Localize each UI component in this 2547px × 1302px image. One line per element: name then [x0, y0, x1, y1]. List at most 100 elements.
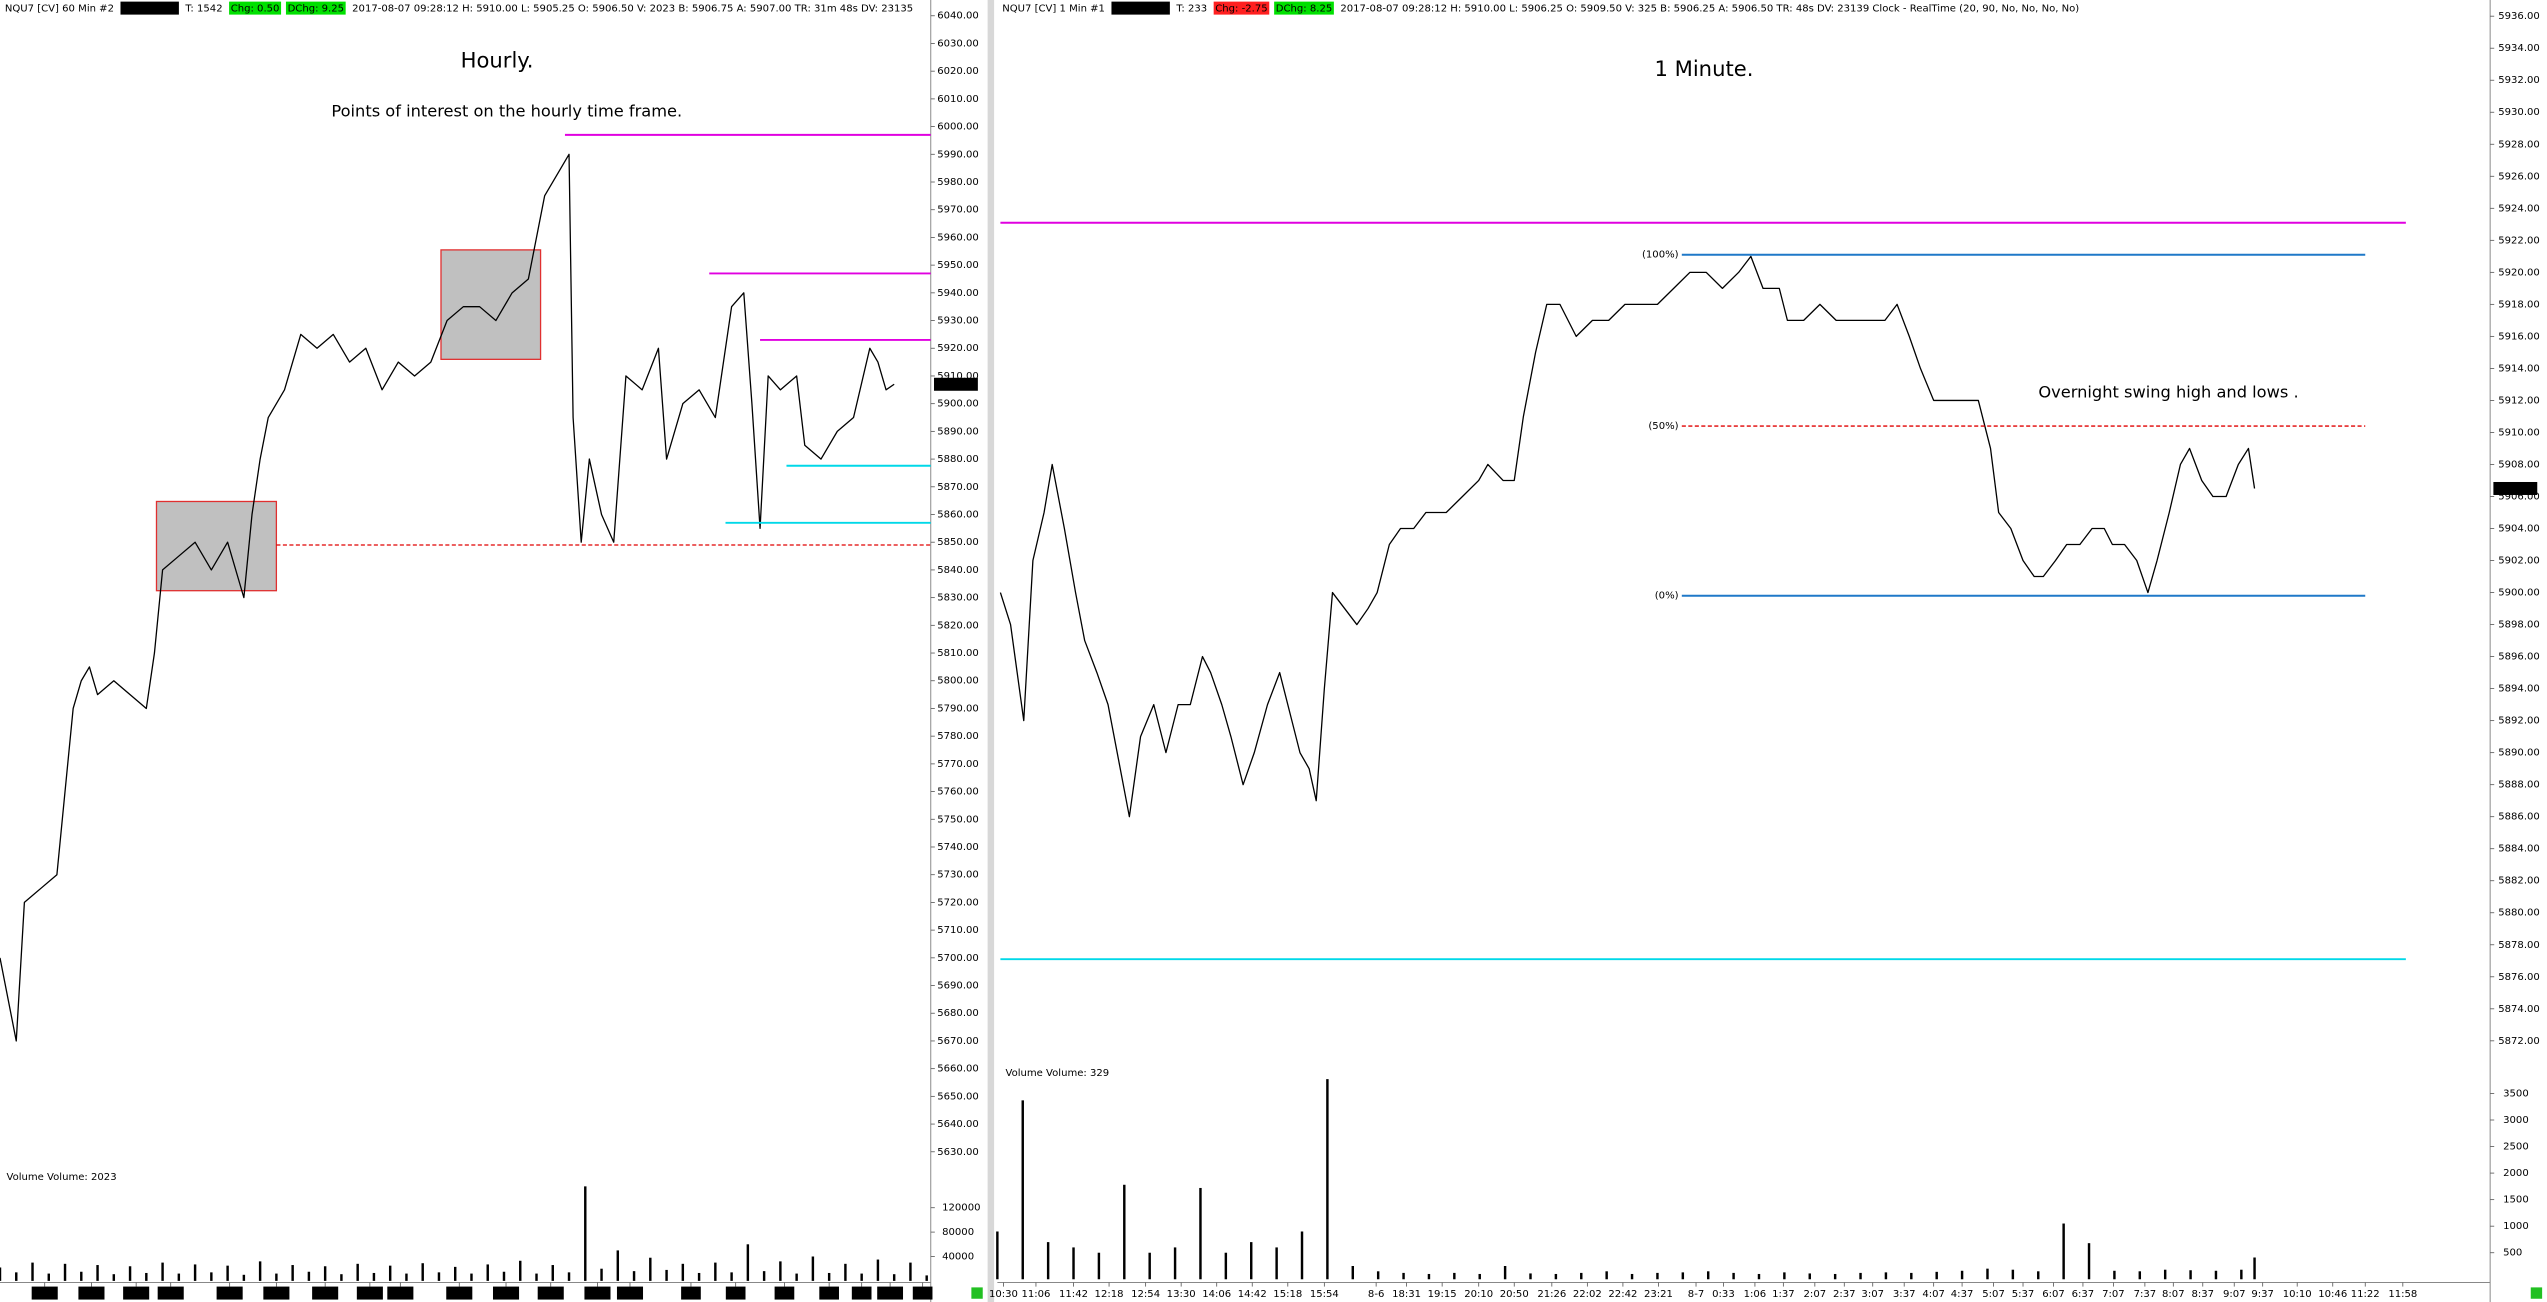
- x-tick-label-box: [356, 1286, 383, 1300]
- header-highlight: [120, 1, 179, 15]
- volume-bar: [876, 1259, 880, 1281]
- last-price-box: [2493, 481, 2538, 495]
- volume-bar: [827, 1272, 831, 1281]
- volume-bar: [15, 1272, 18, 1281]
- volume-bar: [1224, 1252, 1228, 1280]
- y-tick-label: 5922.00: [2498, 235, 2540, 246]
- x-tick-label: 10:10: [2283, 1289, 2312, 1300]
- volume-bar: [210, 1272, 213, 1281]
- volume-bar: [1148, 1252, 1151, 1280]
- y-tick-label: 5934.00: [2498, 43, 2540, 54]
- volume-bar: [1859, 1272, 1862, 1280]
- y-tick-label: 5740.00: [937, 842, 979, 853]
- volume-bar: [1123, 1184, 1126, 1280]
- volume-bar: [567, 1272, 571, 1281]
- volume-bar: [1910, 1272, 1913, 1280]
- volume-bar: [177, 1273, 181, 1281]
- x-tick-label: 8-7: [1688, 1289, 1704, 1300]
- x-tick-label-box: [819, 1286, 839, 1300]
- volume-y-tick-label: 2500: [2503, 1142, 2529, 1153]
- header-highlight: [1111, 1, 1170, 15]
- y-tick-label: 5810.00: [937, 648, 979, 659]
- annotation: Overnight swing high and lows .: [2038, 382, 2298, 401]
- x-tick-label-box: [851, 1286, 872, 1300]
- last-price-box: [934, 377, 978, 391]
- chart-title: Hourly.: [461, 48, 534, 73]
- y-tick-label: 5750.00: [937, 814, 979, 825]
- y-tick-label: 5980.00: [937, 177, 979, 188]
- volume-bar: [1681, 1272, 1685, 1280]
- volume-bar: [307, 1271, 311, 1281]
- y-tick-label: 5680.00: [937, 1008, 979, 1019]
- y-tick-label: 5906.00: [2498, 491, 2540, 502]
- x-tick-label: 18:31: [1392, 1289, 1421, 1300]
- last-price-label: 5907.00: [936, 379, 978, 390]
- y-tick-label: 5970.00: [937, 205, 979, 216]
- volume-bar: [372, 1272, 376, 1281]
- volume-bar: [1783, 1272, 1786, 1280]
- y-tick-label: 5890.00: [937, 426, 979, 437]
- volume-bar: [2253, 1257, 2256, 1280]
- last-price-label: 5906.50: [2495, 483, 2537, 494]
- status-indicator: [2530, 1287, 2543, 1299]
- volume-bar: [421, 1263, 424, 1281]
- volume-bar: [1173, 1247, 1177, 1280]
- y-tick-label: 5950.00: [937, 260, 979, 271]
- x-tick-label: 2:37: [1833, 1289, 1856, 1300]
- volume-bar: [925, 1275, 928, 1281]
- volume-bar: [909, 1262, 912, 1281]
- volume-bar: [1046, 1242, 1050, 1280]
- volume-bar: [242, 1274, 246, 1281]
- x-tick-label: 8:00: [879, 1289, 902, 1300]
- x-tick-label: 7-27: [539, 1289, 562, 1300]
- x-tick-label: 15:54: [1310, 1289, 1339, 1300]
- volume-bar: [665, 1269, 668, 1281]
- x-tick-label: 10:46: [2318, 1289, 2347, 1300]
- x-tick-label-box: [387, 1286, 414, 1300]
- volume-bar: [1478, 1273, 1481, 1280]
- y-tick-label: 5880.00: [2498, 908, 2540, 919]
- x-tick-label: 11:22: [2351, 1289, 2380, 1300]
- volume-bar: [1300, 1231, 1304, 1280]
- volume-bar: [291, 1265, 294, 1281]
- status-indicator: [971, 1287, 983, 1299]
- y-tick-label: 5924.00: [2498, 203, 2540, 214]
- volume-bar: [1326, 1079, 1329, 1280]
- x-tick-label: 8-6: [1368, 1289, 1384, 1300]
- volume-bar: [2214, 1270, 2218, 1280]
- y-tick-label: 5904.00: [2498, 524, 2540, 535]
- volume-y-tick-label: 120000: [942, 1203, 980, 1214]
- x-tick-label: 11:58: [2388, 1289, 2417, 1300]
- volume-bar: [1503, 1265, 1507, 1280]
- y-tick-label: 5894.00: [2498, 684, 2540, 695]
- x-tick-label-box: [31, 1286, 58, 1300]
- x-tick-label-box: [877, 1286, 904, 1300]
- volume-bar: [2062, 1223, 2065, 1280]
- y-tick-label: 6000.00: [937, 122, 979, 133]
- header-text: Chg: -2.75: [1215, 4, 1267, 15]
- volume-bar: [2113, 1270, 2116, 1280]
- header-text: DChg: 8.25: [1276, 4, 1332, 15]
- volume-bar: [2163, 1269, 2167, 1280]
- header-highlight: [285, 1, 346, 15]
- x-tick-label-box: [216, 1286, 243, 1300]
- volume-y-tick-label: 2000: [2503, 1168, 2529, 1179]
- y-tick-label: 6010.00: [937, 94, 979, 105]
- price-line: [999, 255, 2256, 818]
- y-tick-label: 5640.00: [937, 1119, 979, 1130]
- volume-bar: [649, 1257, 652, 1281]
- x-tick-label: 20:10: [1464, 1289, 1493, 1300]
- volume-bar: [746, 1244, 750, 1281]
- y-tick-label: 5690.00: [937, 981, 979, 992]
- y-tick-label: 5898.00: [2498, 620, 2540, 631]
- x-tick-label-box: [157, 1286, 184, 1300]
- y-tick-label: 5918.00: [2498, 299, 2540, 310]
- volume-bar: [145, 1272, 148, 1281]
- y-tick-label: 5892.00: [2498, 716, 2540, 727]
- y-tick-label: 5710.00: [937, 925, 979, 936]
- volume-bar: [161, 1262, 164, 1281]
- x-tick-label-box: [912, 1286, 933, 1300]
- y-tick-label: 5660.00: [937, 1064, 979, 1075]
